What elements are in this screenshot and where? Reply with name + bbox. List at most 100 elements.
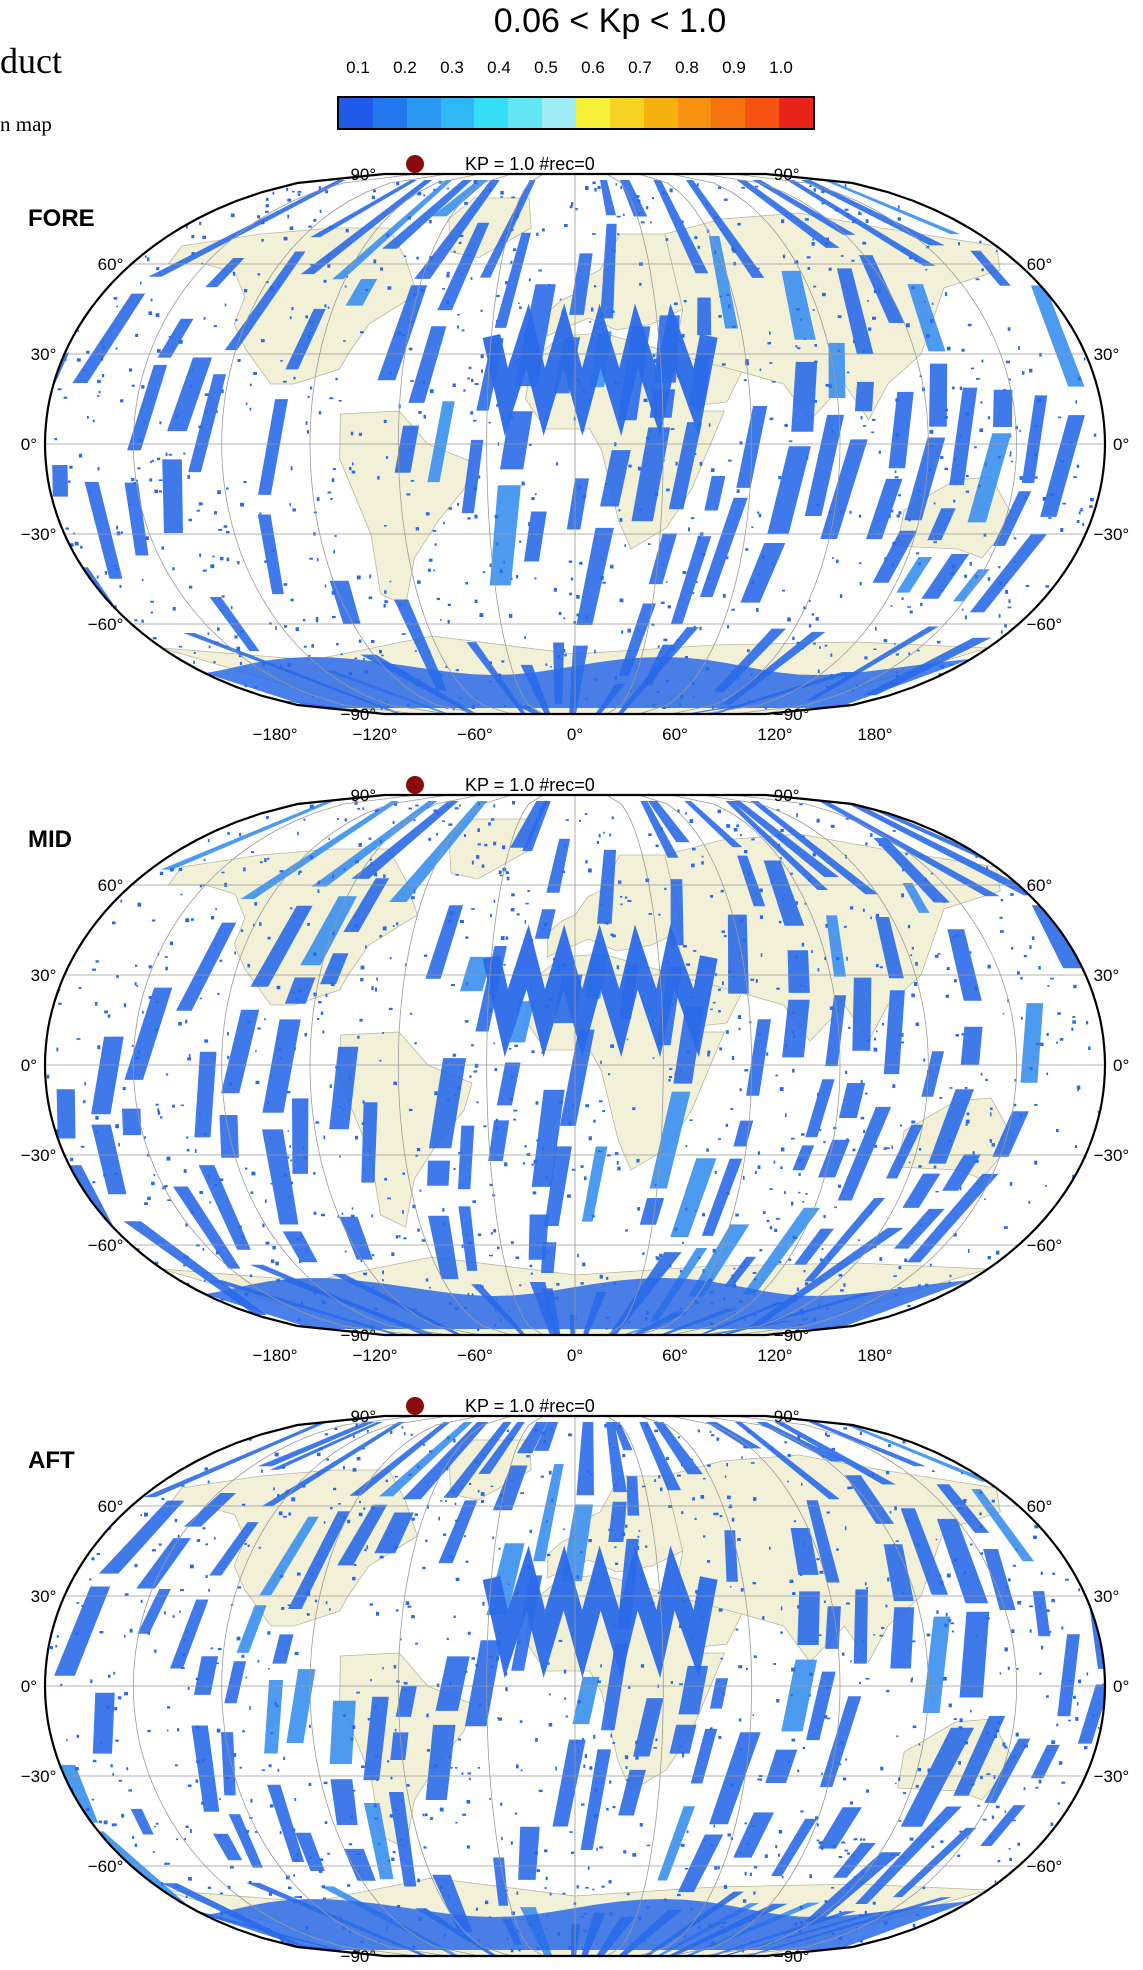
swath-speck [976,1634,978,1637]
swath-speck [457,503,460,506]
swath-speck [227,832,230,835]
swath-speck [501,417,504,420]
swath-speck [788,1760,791,1764]
swath-segment [127,364,168,451]
swath-speck [310,263,314,266]
swath-speck [331,478,335,482]
swath-speck [892,563,894,567]
swath-speck [352,1725,356,1729]
swath-speck [895,1782,897,1785]
swath-speck [175,1838,178,1841]
swath-segment [670,879,684,946]
swath-speck [465,582,468,585]
swath-speck [871,431,875,434]
swath-speck [254,902,258,906]
swath-speck [949,1274,952,1278]
swath-speck [284,625,288,628]
swath-speck [505,1687,508,1692]
swath-speck [527,1565,531,1570]
swath-speck [628,331,631,335]
swath-speck [322,1030,325,1034]
swath-speck [286,188,289,191]
swath-speck [370,862,372,866]
swath-speck [830,824,835,828]
swath-segment [618,1769,646,1816]
swath-speck [766,1052,769,1056]
swath-speck [123,1634,126,1638]
swath-speck [185,1019,188,1024]
swath-speck [1057,1012,1061,1015]
swath-speck [453,250,456,253]
swath-speck [799,984,803,987]
swath-speck [752,1825,756,1828]
swath-speck [488,1008,492,1013]
swath-speck [790,1137,795,1140]
swath-speck [953,1233,957,1237]
swath-speck [239,1766,243,1769]
swath-speck [453,1167,456,1171]
swath-speck [714,250,716,255]
swath-speck [828,511,833,513]
swath-speck [324,584,327,588]
swath-segment [639,1198,665,1225]
swath-segment [428,1058,467,1149]
swath-speck [178,645,183,648]
swath-segment [122,1108,142,1136]
swath-speck [327,257,330,261]
swath-segment [902,1173,941,1208]
swath-speck [70,1157,74,1162]
swath-speck [172,607,176,611]
swath-speck [1033,1535,1037,1539]
swath-speck [516,913,520,916]
swath-speck [95,960,99,963]
swath-segment [791,361,818,432]
colorbar-tick-label: 0.6 [581,58,605,77]
swath-segment [902,883,930,913]
swath-speck [981,359,984,363]
swath-segment [737,855,766,907]
swath-speck [439,1807,444,1812]
swath-speck [776,1699,780,1703]
legend-text: KP = 1.0 #rec=0 [465,154,595,174]
swath-speck [517,1641,521,1644]
swath-speck [703,1535,706,1538]
swath-segment [382,180,473,249]
swath-speck [781,219,785,224]
swath-segment [888,391,914,469]
swath-speck [775,1217,780,1220]
swath-speck [477,1328,480,1331]
swath-speck [1019,1114,1023,1118]
swath-speck [889,1511,892,1514]
swath-speck [682,945,687,948]
swath-speck [454,1502,457,1505]
swath-speck [484,843,488,847]
swath-speck [646,436,650,440]
swath-segment [580,1749,612,1850]
swath-speck [353,1435,355,1438]
swath-speck [757,1033,761,1036]
swath-segment [552,1739,586,1827]
swath-speck [543,1439,547,1444]
swath-speck [120,399,124,403]
swath-speck [500,190,504,195]
swath-speck [1077,1701,1079,1706]
swath-speck [423,194,426,197]
swath-segment [544,1146,572,1226]
swath-speck [391,1857,395,1861]
swath-speck [990,1107,993,1110]
swath-speck [415,1154,418,1157]
swath-speck [457,1086,461,1090]
swath-speck [498,870,502,875]
swath-segment [608,1501,627,1542]
swath-speck [886,846,890,848]
swath-speck [932,898,935,902]
swath-speck [814,360,818,363]
swath-speck [974,986,978,991]
swath-speck [423,414,426,419]
swath-speck [510,260,513,264]
swath-segment [91,1124,127,1195]
swath-speck [335,1066,339,1069]
swath-speck [398,604,402,607]
swath-speck [148,311,152,315]
